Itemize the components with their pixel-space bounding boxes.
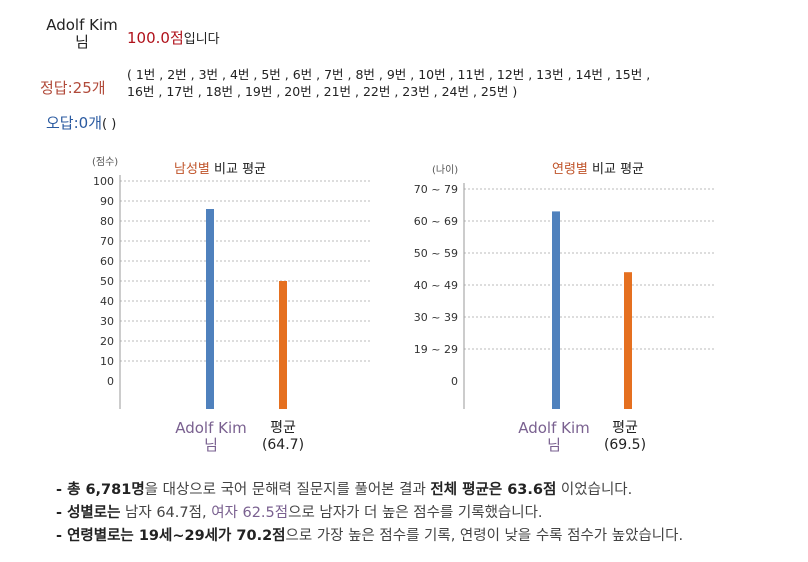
y-tick-label: 50 bbox=[100, 275, 114, 288]
age-caption-avg: 평균 (69.5) bbox=[588, 420, 662, 454]
summary-line-2: - 성별로는 남자 64.7점, 여자 62.5점으로 남자가 더 높은 점수를… bbox=[56, 501, 543, 522]
summary-line2-end: 으로 남자가 더 높은 점수를 기록했습니다. bbox=[288, 505, 543, 521]
y-tick-label: 50 ~ 59 bbox=[414, 247, 458, 260]
y-tick-label: 40 bbox=[100, 295, 114, 308]
summary-line-3: - 연령별로는 19세~29세가 70.2점으로 가장 높은 점수를 기록, 연… bbox=[56, 524, 683, 545]
summary-line1-text: 을 대상으로 국어 문해력 질문지를 풀어본 결과 bbox=[144, 482, 431, 498]
correct-list-line1: ( 1번 , 2번 , 3번 , 4번 , 5번 , 6번 , 7번 , 8번 … bbox=[127, 67, 651, 82]
age-chart-title-rest: 비교 평균 bbox=[587, 162, 644, 177]
y-axis-label: (점수) bbox=[92, 156, 118, 168]
score-value: 100.0점 bbox=[127, 29, 184, 47]
gender-caption-avg-line1: 평균 bbox=[270, 420, 296, 436]
age-caption-avg-line1: 평균 bbox=[612, 420, 638, 436]
age-caption-avg-line2: (69.5) bbox=[603, 437, 647, 453]
gender-chart: 남성별 비교 평균 (점수) 0 10 20 30 40 50 60 70 80 90 100 Ado… bbox=[70, 150, 390, 460]
gender-chart-title-rest: 비교 평균 bbox=[209, 162, 266, 177]
y-tick-label: 100 bbox=[93, 175, 114, 188]
honorific: 님 bbox=[75, 33, 89, 51]
score-line: 100.0점입니다 bbox=[127, 27, 220, 48]
wrong-summary: 오답:0개( ) bbox=[46, 112, 116, 133]
y-tick-label: 90 bbox=[100, 195, 114, 208]
y-tick-label: 19 ~ 29 bbox=[414, 343, 458, 356]
gender-chart-title: 남성별 비교 평균 bbox=[174, 158, 266, 177]
age-caption-user-line2: 님 bbox=[547, 436, 561, 454]
y-tick-label: 40 ~ 49 bbox=[414, 279, 458, 292]
summary-line-1: - 총 6,781명을 대상으로 국어 문해력 질문지를 풀어본 결과 전체 평… bbox=[56, 478, 632, 499]
y-tick-label: 30 ~ 39 bbox=[414, 311, 458, 324]
age-chart: 연령별 비교 평균 (나이) 0 19 ~ 29 30 ~ 39 40 ~ 49 50 ~… bbox=[412, 150, 732, 460]
bar-user bbox=[206, 209, 214, 409]
bar-average bbox=[624, 272, 632, 409]
age-chart-svg: (나이) 0 19 ~ 29 30 ~ 39 40 ~ 49 50 ~ 59 60 ~ 69… bbox=[414, 164, 714, 409]
summary-line1-end: 이었습니다. bbox=[556, 482, 633, 498]
summary-male-score: 남자 64.7점, bbox=[120, 505, 212, 521]
user-name-block: Adolf Kim 님 bbox=[40, 17, 124, 51]
y-tick-label: 60 bbox=[100, 255, 114, 268]
age-chart-title: 연령별 비교 평균 bbox=[552, 158, 644, 177]
y-tick-label: 70 bbox=[100, 235, 114, 248]
correct-count: 25 bbox=[72, 79, 92, 97]
wrong-count: 0 bbox=[78, 114, 89, 132]
y-tick-label: 10 bbox=[100, 355, 114, 368]
age-chart-title-accent: 연령별 bbox=[552, 162, 588, 177]
bar-average bbox=[279, 281, 287, 409]
age-caption-user-line1: Adolf Kim bbox=[518, 419, 590, 437]
y-tick-label: 60 ~ 69 bbox=[414, 215, 458, 228]
y-tick-label: 20 bbox=[100, 335, 114, 348]
summary-line3-particle: 가 bbox=[218, 528, 237, 544]
summary-age-label: - 연령별로는 bbox=[56, 528, 134, 544]
y-tick-label: 30 bbox=[100, 315, 114, 328]
summary-top-score: 70.2점 bbox=[236, 528, 286, 544]
summary-overall: 전체 bbox=[430, 482, 458, 498]
wrong-label: 오답: bbox=[46, 114, 79, 132]
wrong-unit: 개 bbox=[88, 114, 103, 132]
summary-total-count: - 총 6,781명 bbox=[56, 482, 145, 498]
summary-gender-label: - 성별로는 bbox=[56, 505, 121, 521]
y-tick-label: 0 bbox=[107, 375, 114, 388]
gender-caption-user: Adolf Kim 님 bbox=[166, 420, 256, 454]
correct-list-line2: 16번 , 17번 , 18번 , 19번 , 20번 , 21번 , 22번 … bbox=[127, 84, 518, 99]
gender-caption-avg-line2: (64.7) bbox=[261, 437, 305, 453]
correct-label: 정답: bbox=[40, 79, 73, 97]
summary-top-age: 19세~29세 bbox=[133, 528, 219, 544]
gender-caption-user-line1: Adolf Kim bbox=[175, 419, 247, 437]
wrong-list: ( ) bbox=[102, 117, 117, 132]
correct-summary: 정답:25개 bbox=[40, 77, 106, 98]
score-suffix: 입니다 bbox=[183, 32, 220, 47]
summary-overall-avg: 평균은 63.6점 bbox=[457, 482, 557, 498]
gender-caption-avg: 평균 (64.7) bbox=[246, 420, 320, 454]
correct-list: ( 1번 , 2번 , 3번 , 4번 , 5번 , 6번 , 7번 , 8번 … bbox=[127, 66, 650, 100]
summary-female-score: 여자 62.5점 bbox=[211, 505, 289, 521]
y-tick-label: 70 ~ 79 bbox=[414, 183, 458, 196]
y-axis-label: (나이) bbox=[432, 164, 458, 176]
gender-caption-user-line2: 님 bbox=[204, 436, 218, 454]
summary-line3-end: 으로 가장 높은 점수를 기록, 연령이 낮을 수록 점수가 높았습니다. bbox=[285, 528, 684, 544]
age-caption-user: Adolf Kim 님 bbox=[509, 420, 599, 454]
bar-user bbox=[552, 211, 560, 409]
y-tick-label: 0 bbox=[451, 375, 458, 388]
y-tick-label: 80 bbox=[100, 215, 114, 228]
user-name: Adolf Kim bbox=[46, 16, 118, 34]
gender-chart-title-accent: 남성별 bbox=[174, 162, 210, 177]
gender-chart-svg: (점수) 0 10 20 30 40 50 60 70 80 90 100 bbox=[92, 156, 372, 409]
correct-unit: 개 bbox=[91, 79, 106, 97]
